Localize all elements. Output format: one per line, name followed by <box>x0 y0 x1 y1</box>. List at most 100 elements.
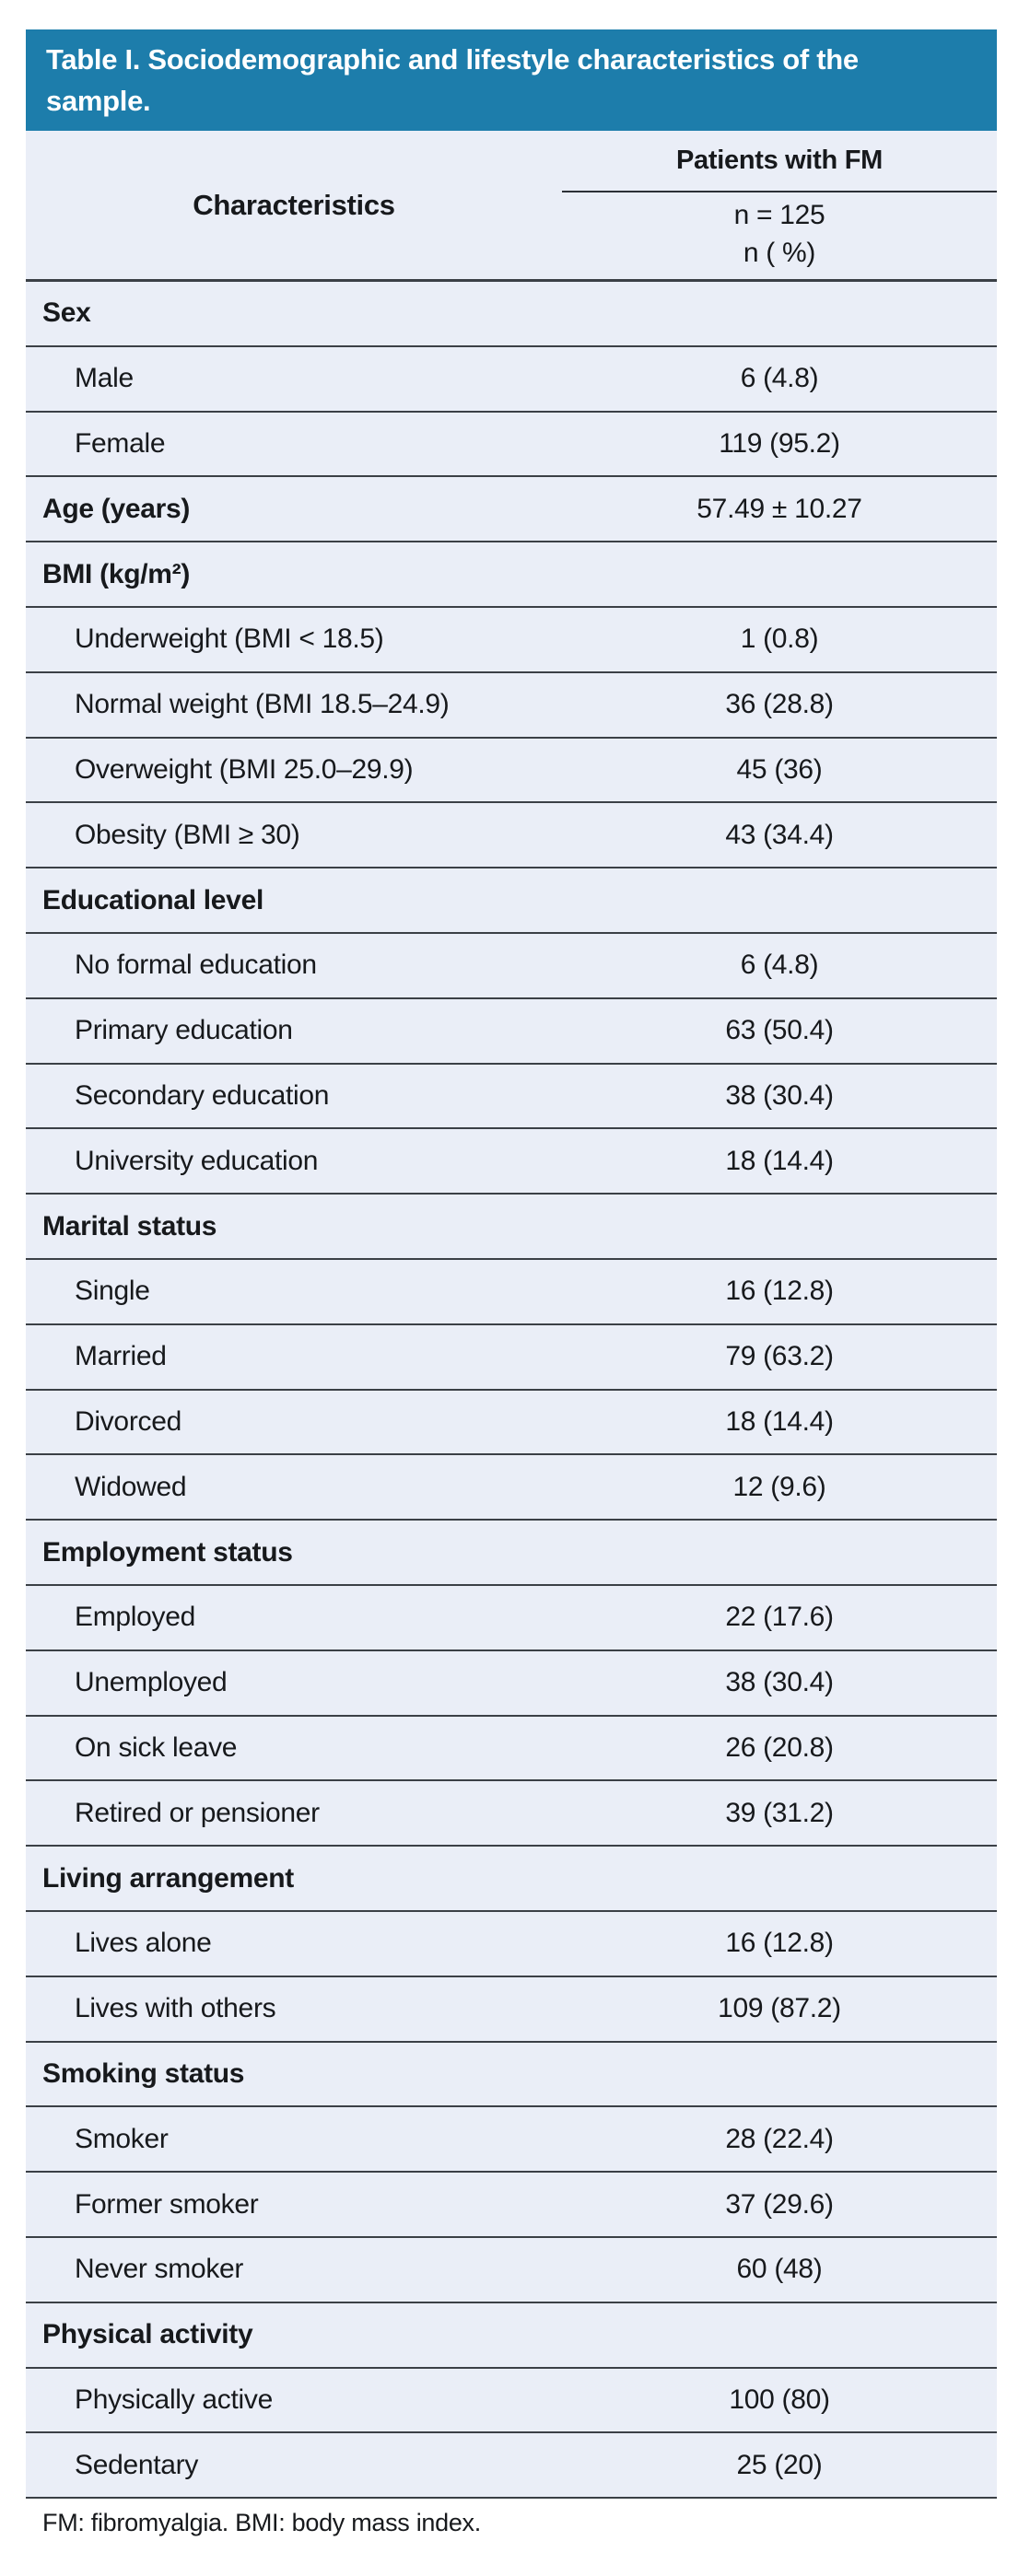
table-row: Lives with others 109 (87.2) <box>26 1976 997 2043</box>
row-value: 28 (22.4) <box>725 2123 834 2154</box>
table-section-row: Physical activity <box>26 2302 997 2369</box>
row-label: Lives alone <box>75 1928 212 1959</box>
table-row: Widowed 12 (9.6) <box>26 1455 997 1521</box>
row-label: Living arrangement <box>42 1862 294 1894</box>
row-value: 38 (30.4) <box>725 1079 834 1111</box>
table-row: Secondary education 38 (30.4) <box>26 1064 997 1130</box>
row-label: Employment status <box>42 1536 293 1568</box>
row-label: BMI (kg/m²) <box>42 558 191 589</box>
row-label: Secondary education <box>75 1079 330 1111</box>
row-value: 45 (36) <box>736 753 823 785</box>
group-header-label: Patients with FM <box>562 131 997 192</box>
row-value: 6 (4.8) <box>740 950 819 981</box>
row-label: Marital status <box>42 1210 217 1241</box>
table-title: Table I. Sociodemographic and lifestyle … <box>26 29 997 131</box>
row-label: Retired or pensioner <box>75 1797 320 1828</box>
table-row: Smoker 28 (22.4) <box>26 2107 997 2174</box>
row-label: Underweight (BMI < 18.5) <box>75 624 384 655</box>
table-row: University education 18 (14.4) <box>26 1129 997 1195</box>
row-label: Married <box>75 1341 167 1372</box>
table-row: Physically active 100 (80) <box>26 2368 997 2434</box>
row-value: 16 (12.8) <box>725 1928 834 1959</box>
row-value: 26 (20.8) <box>725 1731 834 1763</box>
row-value: 57.49 ± 10.27 <box>696 493 862 524</box>
table-section-row: Sex <box>26 282 997 347</box>
row-label: Primary education <box>75 1015 293 1046</box>
sample-size-label: n = 125 <box>733 200 825 230</box>
row-label: Overweight (BMI 25.0–29.9) <box>75 753 414 785</box>
row-value: 60 (48) <box>736 2254 823 2285</box>
row-value: 100 (80) <box>729 2384 830 2415</box>
row-label: Former smoker <box>75 2188 259 2220</box>
table-row: Normal weight (BMI 18.5–24.9) 36 (28.8) <box>26 672 997 739</box>
row-label: University education <box>75 1145 319 1176</box>
row-value: 79 (63.2) <box>725 1341 834 1372</box>
table-row: Female 119 (95.2) <box>26 412 997 478</box>
characteristics-column-header: Characteristics <box>193 188 395 221</box>
row-value: 119 (95.2) <box>719 427 840 459</box>
n-percent-label: n ( %) <box>743 238 816 268</box>
table-section-row: Living arrangement <box>26 1847 997 1912</box>
table-section-row: BMI (kg/m²) <box>26 542 997 608</box>
table-row: On sick leave 26 (20.8) <box>26 1716 997 1782</box>
row-label: Age (years) <box>42 493 191 524</box>
footnote-area: FM: fibromyalgia. BMI: body mass index. <box>26 2509 997 2537</box>
table-row: Male 6 (4.8) <box>26 346 997 413</box>
table-row: Retired or pensioner 39 (31.2) <box>26 1781 997 1847</box>
row-value: 36 (28.8) <box>725 689 834 720</box>
table-row: Divorced 18 (14.4) <box>26 1390 997 1456</box>
row-value: 18 (14.4) <box>725 1405 834 1437</box>
table-card: Table I. Sociodemographic and lifestyle … <box>26 29 997 2500</box>
table-row: No formal education 6 (4.8) <box>26 933 997 999</box>
table-footnote: FM: fibromyalgia. BMI: body mass index. <box>42 2509 481 2536</box>
table-row: Primary education 63 (50.4) <box>26 998 997 1065</box>
row-label: Unemployed <box>75 1667 228 1698</box>
table-row: Sedentary 25 (20) <box>26 2433 997 2500</box>
table-section-row: Smoking status <box>26 2042 997 2108</box>
row-value: 38 (30.4) <box>725 1667 834 1698</box>
row-label: No formal education <box>75 950 317 981</box>
table-row: Married 79 (63.2) <box>26 1324 997 1391</box>
row-label: Physically active <box>75 2384 273 2415</box>
row-label: Educational level <box>42 884 263 915</box>
row-label: Employed <box>75 1602 196 1633</box>
row-value: 18 (14.4) <box>725 1145 834 1176</box>
row-label: Smoker <box>75 2123 169 2154</box>
row-value: 25 (20) <box>736 2449 823 2480</box>
table-header: Characteristics Patients with FM n = 125… <box>26 131 997 282</box>
row-value: 37 (29.6) <box>725 2188 834 2220</box>
row-label: Physical activity <box>42 2319 253 2350</box>
row-label: Sex <box>42 297 91 329</box>
row-value: 109 (87.2) <box>718 1993 841 2024</box>
row-value: 43 (34.4) <box>725 819 834 850</box>
row-label: On sick leave <box>75 1731 238 1763</box>
row-label: Obesity (BMI ≥ 30) <box>75 819 300 850</box>
table-section-row: Age (years) 57.49 ± 10.27 <box>26 477 997 543</box>
group-subheader: n = 125 n ( %) <box>562 192 997 279</box>
table-section-row: Employment status <box>26 1521 997 1586</box>
table-body: Sex Male 6 (4.8) Female 119 (95.2) Age (… <box>26 282 997 2500</box>
table-row: Unemployed 38 (30.4) <box>26 1650 997 1717</box>
table-row: Obesity (BMI ≥ 30) 43 (34.4) <box>26 803 997 869</box>
row-label: Male <box>75 363 134 394</box>
row-label: Single <box>75 1276 150 1307</box>
table-row: Overweight (BMI 25.0–29.9) 45 (36) <box>26 738 997 804</box>
patients-column-header: Patients with FM n = 125 n ( %) <box>562 131 997 279</box>
row-label: Widowed <box>75 1471 187 1502</box>
row-label: Lives with others <box>75 1993 276 2024</box>
table-row: Former smoker 37 (29.6) <box>26 2173 997 2238</box>
table-section-row: Marital status <box>26 1195 997 1260</box>
row-value: 39 (31.2) <box>725 1797 834 1828</box>
table-row: Underweight (BMI < 18.5) 1 (0.8) <box>26 607 997 673</box>
row-value: 12 (9.6) <box>732 1471 826 1502</box>
row-label: Divorced <box>75 1405 181 1437</box>
table-row: Employed 22 (17.6) <box>26 1585 997 1651</box>
row-label: Smoking status <box>42 2057 245 2089</box>
row-label: Normal weight (BMI 18.5–24.9) <box>75 689 450 720</box>
table-row: Never smoker 60 (48) <box>26 2237 997 2303</box>
row-value: 6 (4.8) <box>740 363 819 394</box>
row-label: Never smoker <box>75 2254 244 2285</box>
table-section-row: Educational level <box>26 868 997 934</box>
row-value: 63 (50.4) <box>725 1015 834 1046</box>
